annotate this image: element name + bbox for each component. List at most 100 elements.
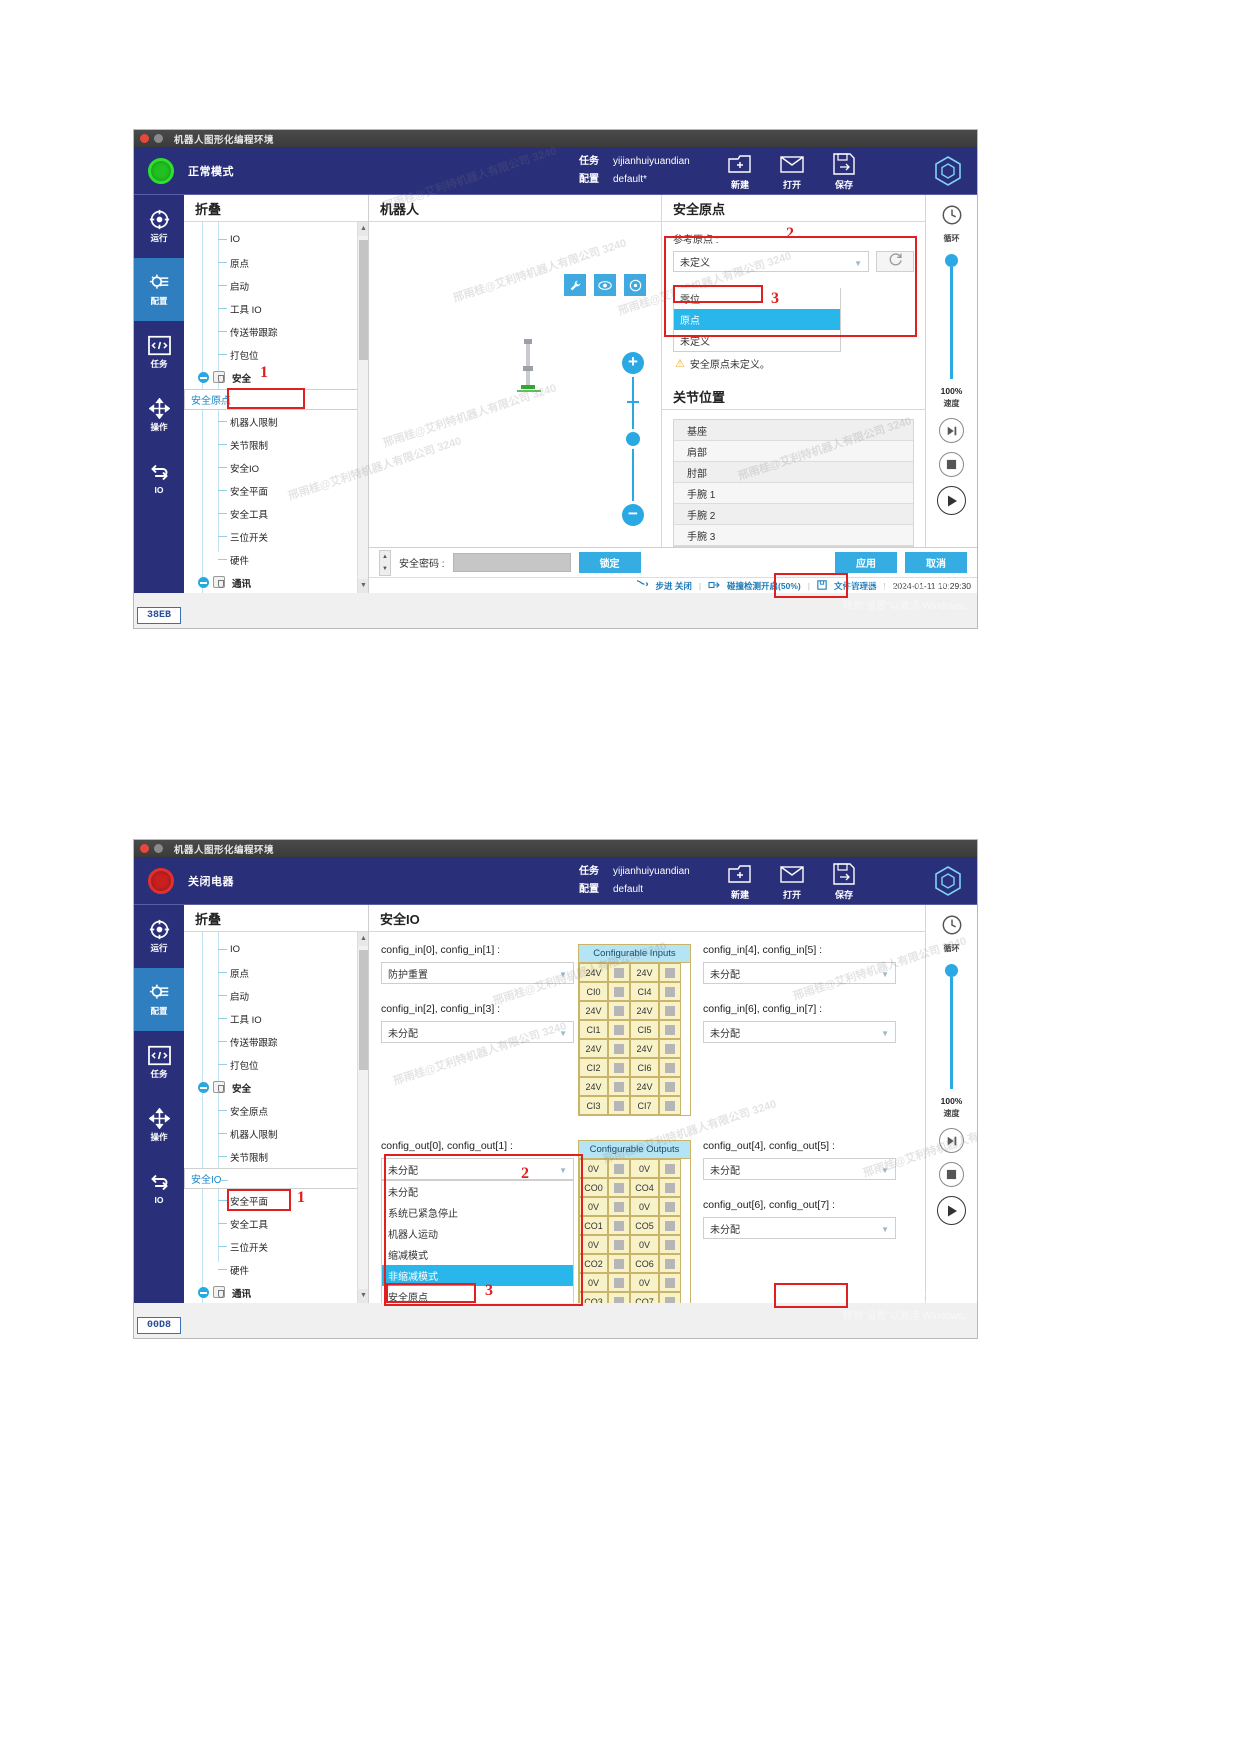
tree-item-io[interactable]: IO (184, 228, 368, 251)
zoom-control[interactable]: + − (621, 352, 645, 526)
file-manager-status[interactable]: 文件管理器 (833, 580, 877, 591)
scroll-down-icon[interactable]: ▼ (358, 1289, 368, 1303)
cycle-icon[interactable] (941, 914, 963, 941)
config-in-23-select[interactable]: 未分配 ▼ (381, 1021, 574, 1043)
minimize-icon[interactable] (154, 844, 163, 853)
tree-group-safety[interactable]: 安全 (184, 366, 368, 389)
scroll-up-icon[interactable]: ▲ (358, 932, 368, 946)
dropdown-option-safety-home[interactable]: 安全原点 (388, 1293, 428, 1303)
collapse-toggle-icon[interactable] (198, 577, 209, 588)
sidebar-item-operate[interactable]: 操作 (134, 384, 184, 447)
tree-item-startup[interactable]: 启动 (184, 274, 368, 297)
tree-scrollbar[interactable]: ▲ ▼ (357, 222, 368, 593)
refresh-button[interactable] (876, 251, 914, 272)
sidebar-item-io[interactable]: IO (134, 447, 184, 510)
dropdown-option-not-reduced-mode[interactable]: 非缩减模式 (382, 1265, 573, 1286)
dropdown-option-reduced-mode[interactable]: 缩减模式 (388, 1251, 428, 1262)
play-button[interactable] (937, 1196, 966, 1225)
scroll-down-icon[interactable]: ▼ (358, 579, 368, 593)
tree-item-safety-io[interactable]: 安全IO (184, 1168, 368, 1189)
dropdown-option-estop[interactable]: 系统已紧急停止 (388, 1209, 458, 1220)
tree-item-3pos-switch[interactable]: 三位开关 (184, 1235, 368, 1258)
tree-item-joint-limit[interactable]: 关节限制 (184, 433, 368, 456)
sidebar-item-task[interactable]: 任务 (134, 321, 184, 384)
sidebar-item-task[interactable]: 任务 (134, 1031, 184, 1094)
tree-item-conveyor[interactable]: 传送带跟踪 (184, 320, 368, 343)
sidebar-item-config[interactable]: 配置 (134, 258, 184, 321)
zoom-slider-track[interactable] (627, 377, 639, 429)
tree-item-packing[interactable]: 打包位 (184, 343, 368, 366)
save-button[interactable]: 保存 (818, 861, 870, 901)
open-button[interactable]: 打开 (766, 151, 818, 191)
tree-item-tool-io[interactable]: 工具 IO (184, 1007, 368, 1030)
tree-scrollbar[interactable]: ▲ ▼ (357, 932, 368, 1303)
tree-group-comm[interactable]: 通讯 (184, 571, 368, 593)
new-button[interactable]: 新建 (714, 861, 766, 901)
reference-point-dropdown[interactable]: 零位 原点 未定义 (673, 288, 841, 352)
tree-item-packing[interactable]: 打包位 (184, 1053, 368, 1076)
dropdown-option-home[interactable]: 原点 (674, 309, 840, 330)
config-out-01-select[interactable]: 未分配 ▼ (381, 1158, 574, 1180)
zoom-slider-track-lower[interactable] (632, 449, 634, 501)
wrench-icon[interactable] (564, 274, 586, 296)
tree-item-joint-limit[interactable]: 关节限制 (184, 1145, 368, 1168)
sidebar-item-io[interactable]: IO (134, 1157, 184, 1220)
sidebar-item-run[interactable]: 运行 (134, 905, 184, 968)
sidebar-item-run[interactable]: 运行 (134, 195, 184, 258)
collapse-toggle-icon[interactable] (198, 372, 209, 383)
speed-slider[interactable] (926, 254, 977, 379)
scroll-up-icon[interactable]: ▲ (358, 222, 368, 236)
eye-icon[interactable] (594, 274, 616, 296)
open-button[interactable]: 打开 (766, 861, 818, 901)
new-button[interactable]: 新建 (714, 151, 766, 191)
tree-item-safety-home[interactable]: 安全原点 (184, 1099, 368, 1122)
zoom-in-button[interactable]: + (622, 352, 644, 374)
tree-item-safety-home[interactable]: 安全原点 (184, 389, 368, 410)
step-status[interactable]: 步进 关闭 (655, 580, 692, 591)
mode-indicator[interactable]: 正常模式 (134, 157, 314, 184)
dropdown-option-undefined[interactable]: 未定义 (680, 337, 710, 348)
tree-item-hardware[interactable]: 硬件 (184, 548, 368, 571)
tree-item-safety-io[interactable]: 安全IO (184, 456, 368, 479)
speed-slider-track[interactable] (950, 267, 953, 379)
zoom-slider-knob[interactable] (626, 432, 640, 446)
config-in-01-select[interactable]: 防护重置 ▼ (381, 962, 574, 984)
cycle-icon[interactable] (941, 204, 963, 231)
dropdown-option-robot-moving[interactable]: 机器人运动 (388, 1230, 438, 1241)
speed-slider[interactable] (926, 964, 977, 1089)
collapse-toggle-icon[interactable] (198, 1287, 209, 1298)
speed-slider-track[interactable] (950, 977, 953, 1089)
tree-item-safety-plane[interactable]: 安全平面 (184, 479, 368, 502)
tree-item-home[interactable]: 原点 (184, 961, 368, 984)
tree-item-safety-plane[interactable]: 安全平面 (184, 1189, 368, 1212)
sidebar-item-config[interactable]: 配置 (134, 968, 184, 1031)
tree-item-robot-limit[interactable]: 机器人限制 (184, 410, 368, 433)
lock-button[interactable]: 锁定 (578, 552, 641, 573)
config-in-67-select[interactable]: 未分配 ▼ (703, 1021, 896, 1043)
stop-button[interactable] (939, 1162, 964, 1187)
cancel-button[interactable]: 取消 (905, 552, 967, 573)
dropdown-option-unassigned[interactable]: 未分配 (388, 1188, 418, 1199)
config-out-01-dropdown[interactable]: 未分配 系统已紧急停止 机器人运动 缩减模式 非缩减模式 安全原点 (381, 1180, 574, 1303)
play-button[interactable] (937, 486, 966, 515)
minimize-icon[interactable] (154, 134, 163, 143)
tree-item-home[interactable]: 原点 (184, 251, 368, 274)
target-icon[interactable] (624, 274, 646, 296)
config-out-67-select[interactable]: 未分配 ▼ (703, 1217, 896, 1239)
tree-item-robot-limit[interactable]: 机器人限制 (184, 1122, 368, 1145)
tree-item-conveyor[interactable]: 传送带跟踪 (184, 1030, 368, 1053)
step-button[interactable] (939, 418, 964, 443)
speed-slider-knob[interactable] (945, 254, 958, 267)
tree-group-comm[interactable]: 通讯 (184, 1281, 368, 1303)
stop-button[interactable] (939, 452, 964, 477)
viewport-canvas[interactable]: + − 邢雨桂@艾利特机器人有限公司 3240 邢雨桂@艾利特机器人有限公司 3… (369, 222, 661, 547)
scroll-thumb[interactable] (359, 950, 368, 1070)
close-icon[interactable] (140, 134, 149, 143)
config-in-45-select[interactable]: 未分配 ▼ (703, 962, 896, 984)
sidebar-item-operate[interactable]: 操作 (134, 1094, 184, 1157)
scroll-thumb[interactable] (359, 240, 368, 360)
scroll-spinner[interactable]: ▲ ▼ (379, 549, 391, 576)
tree-item-safety-tool[interactable]: 安全工具 (184, 502, 368, 525)
tree-item-tool-io[interactable]: 工具 IO (184, 297, 368, 320)
password-input[interactable] (452, 553, 571, 572)
